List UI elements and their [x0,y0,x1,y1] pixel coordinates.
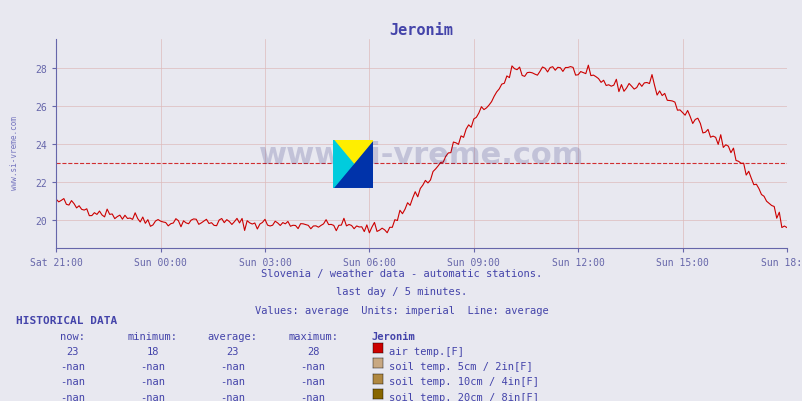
Text: -nan: -nan [59,377,85,387]
Polygon shape [333,140,373,164]
Polygon shape [333,140,353,188]
Text: HISTORICAL DATA: HISTORICAL DATA [16,315,117,325]
Text: Slovenia / weather data - automatic stations.: Slovenia / weather data - automatic stat… [261,269,541,279]
Text: maximum:: maximum: [288,331,338,341]
Text: 23: 23 [226,346,239,356]
Text: soil temp. 5cm / 2in[F]: soil temp. 5cm / 2in[F] [389,361,533,371]
Text: -nan: -nan [300,392,326,401]
Text: www.si-vreme.com: www.si-vreme.com [10,115,18,189]
Text: last day / 5 minutes.: last day / 5 minutes. [335,287,467,297]
Text: -nan: -nan [220,377,245,387]
Text: now:: now: [59,331,85,341]
Text: -nan: -nan [59,361,85,371]
Text: -nan: -nan [140,361,165,371]
Text: -nan: -nan [140,377,165,387]
Text: average:: average: [208,331,257,341]
Text: www.si-vreme.com: www.si-vreme.com [258,140,584,169]
Title: Jeronim: Jeronim [389,22,453,38]
Text: -nan: -nan [140,392,165,401]
Text: Values: average  Units: imperial  Line: average: Values: average Units: imperial Line: av… [254,305,548,315]
Text: air temp.[F]: air temp.[F] [389,346,464,356]
Text: soil temp. 10cm / 4in[F]: soil temp. 10cm / 4in[F] [389,377,539,387]
Text: 28: 28 [306,346,319,356]
Text: -nan: -nan [300,377,326,387]
Text: -nan: -nan [300,361,326,371]
Text: 18: 18 [146,346,159,356]
Text: soil temp. 20cm / 8in[F]: soil temp. 20cm / 8in[F] [389,392,539,401]
Text: 23: 23 [66,346,79,356]
Polygon shape [333,140,373,188]
Text: Jeronim: Jeronim [371,331,415,341]
Text: -nan: -nan [220,361,245,371]
Text: minimum:: minimum: [128,331,177,341]
Text: -nan: -nan [59,392,85,401]
Text: -nan: -nan [220,392,245,401]
